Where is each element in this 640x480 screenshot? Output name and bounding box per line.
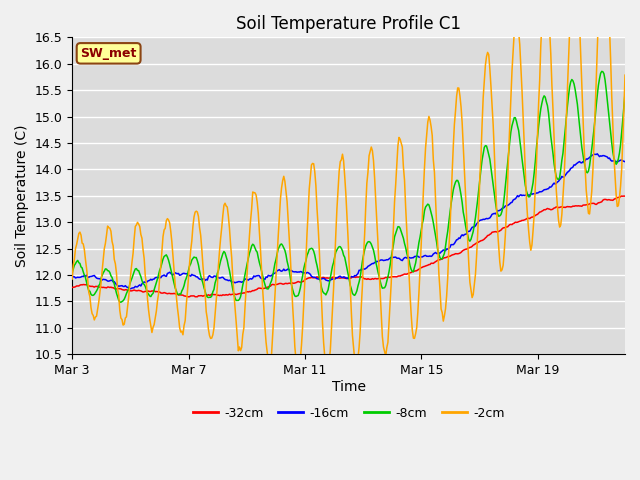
X-axis label: Time: Time (332, 380, 365, 394)
Text: SW_met: SW_met (81, 47, 137, 60)
Legend: -32cm, -16cm, -8cm, -2cm: -32cm, -16cm, -8cm, -2cm (188, 402, 509, 424)
Y-axis label: Soil Temperature (C): Soil Temperature (C) (15, 124, 29, 267)
Title: Soil Temperature Profile C1: Soil Temperature Profile C1 (236, 15, 461, 33)
